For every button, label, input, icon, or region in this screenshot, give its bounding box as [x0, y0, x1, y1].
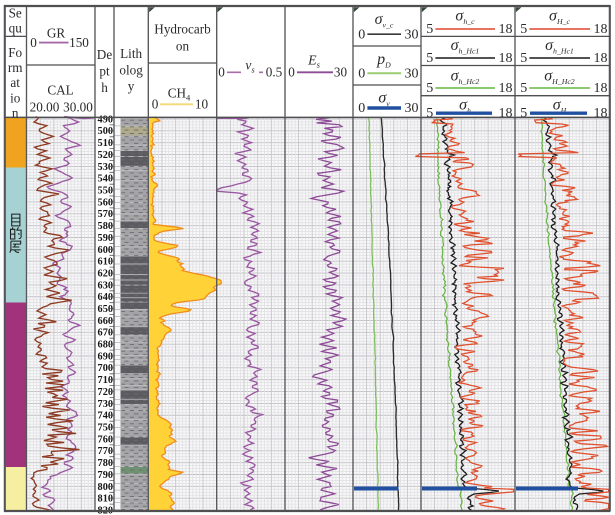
svg-text:CAL: CAL [47, 83, 73, 98]
svg-text:800: 800 [98, 482, 113, 493]
svg-text:18: 18 [499, 51, 513, 66]
svg-text:18: 18 [594, 81, 608, 96]
svg-text:630: 630 [98, 280, 113, 291]
svg-text:610: 610 [98, 257, 113, 268]
svg-text:18: 18 [594, 22, 608, 37]
svg-text:rm: rm [8, 60, 23, 75]
svg-text:18: 18 [499, 81, 513, 96]
svg-text:CH4: CH4 [168, 86, 191, 103]
svg-text:740: 740 [98, 411, 113, 422]
svg-text:770: 770 [98, 446, 113, 457]
svg-text:590: 590 [98, 233, 113, 244]
svg-text:Fo: Fo [8, 45, 22, 60]
svg-text:760: 760 [98, 434, 113, 445]
svg-text:5: 5 [426, 81, 433, 96]
svg-text:650: 650 [98, 304, 113, 315]
svg-text:700: 700 [98, 363, 113, 374]
svg-text:pt: pt [99, 64, 110, 79]
svg-text:150: 150 [69, 35, 89, 50]
svg-text:5: 5 [426, 22, 433, 37]
svg-text:0: 0 [358, 67, 365, 82]
svg-text:720: 720 [98, 387, 113, 398]
svg-text:18: 18 [594, 51, 608, 66]
svg-text:GR: GR [47, 26, 66, 41]
svg-text:570: 570 [98, 209, 113, 220]
svg-text:550: 550 [98, 186, 113, 197]
svg-text:510: 510 [98, 138, 113, 149]
svg-text:5: 5 [426, 51, 433, 66]
svg-text:0.5: 0.5 [266, 65, 283, 80]
svg-text:18: 18 [499, 106, 513, 121]
svg-text:on: on [176, 39, 190, 54]
svg-text:σh: σh [459, 97, 471, 115]
svg-text:790: 790 [98, 470, 113, 481]
svg-text:490: 490 [98, 114, 113, 125]
svg-text:780: 780 [98, 458, 113, 469]
svg-text:730: 730 [98, 399, 113, 410]
svg-text:30: 30 [405, 67, 419, 82]
svg-text:620: 620 [98, 268, 113, 279]
svg-text:De: De [97, 47, 113, 62]
svg-text:560: 560 [98, 197, 113, 208]
svg-text:710: 710 [98, 375, 113, 386]
svg-text:Hydrocarb: Hydrocarb [154, 22, 211, 37]
svg-text:5: 5 [426, 106, 433, 121]
svg-text:0: 0 [30, 35, 37, 50]
svg-text:0: 0 [358, 101, 365, 116]
svg-text:810: 810 [98, 494, 113, 505]
svg-text:18: 18 [594, 106, 608, 121]
svg-text:5: 5 [520, 22, 527, 37]
svg-text:Se: Se [9, 6, 22, 21]
svg-text:520: 520 [98, 150, 113, 161]
svg-text:30: 30 [405, 28, 419, 43]
svg-text:y: y [128, 79, 135, 94]
svg-text:600: 600 [98, 245, 113, 256]
svg-text:540: 540 [98, 174, 113, 185]
svg-text:680: 680 [98, 340, 113, 351]
svg-text:5: 5 [520, 106, 527, 121]
svg-text:olog: olog [119, 62, 143, 77]
svg-text:qu: qu [9, 21, 23, 36]
svg-text:at: at [10, 75, 20, 90]
svg-text:10: 10 [195, 97, 209, 112]
svg-text:530: 530 [98, 162, 113, 173]
svg-text:0: 0 [358, 28, 365, 43]
svg-text:σv: σv [378, 90, 390, 108]
svg-text:660: 660 [98, 316, 113, 327]
svg-text:io: io [10, 90, 21, 105]
svg-text:18: 18 [499, 22, 513, 37]
svg-text:640: 640 [98, 292, 113, 303]
svg-text:30: 30 [405, 101, 419, 116]
svg-text:0: 0 [288, 65, 295, 80]
svg-text:750: 750 [98, 423, 113, 434]
svg-text:n: n [12, 105, 19, 120]
svg-text:h: h [101, 80, 108, 95]
svg-text:5: 5 [520, 81, 527, 96]
svg-text:Lith: Lith [120, 46, 142, 61]
svg-text:νs: νs [245, 58, 255, 75]
svg-text:20.00: 20.00 [30, 100, 60, 115]
svg-text:5: 5 [520, 51, 527, 66]
svg-text:30.00: 30.00 [63, 100, 93, 115]
svg-text:690: 690 [98, 351, 113, 362]
svg-text:0: 0 [152, 97, 159, 112]
svg-text:30: 30 [334, 65, 348, 80]
svg-text:670: 670 [98, 328, 113, 339]
svg-text:500: 500 [98, 126, 113, 137]
svg-text:0: 0 [218, 65, 225, 80]
svg-text:580: 580 [98, 221, 113, 232]
